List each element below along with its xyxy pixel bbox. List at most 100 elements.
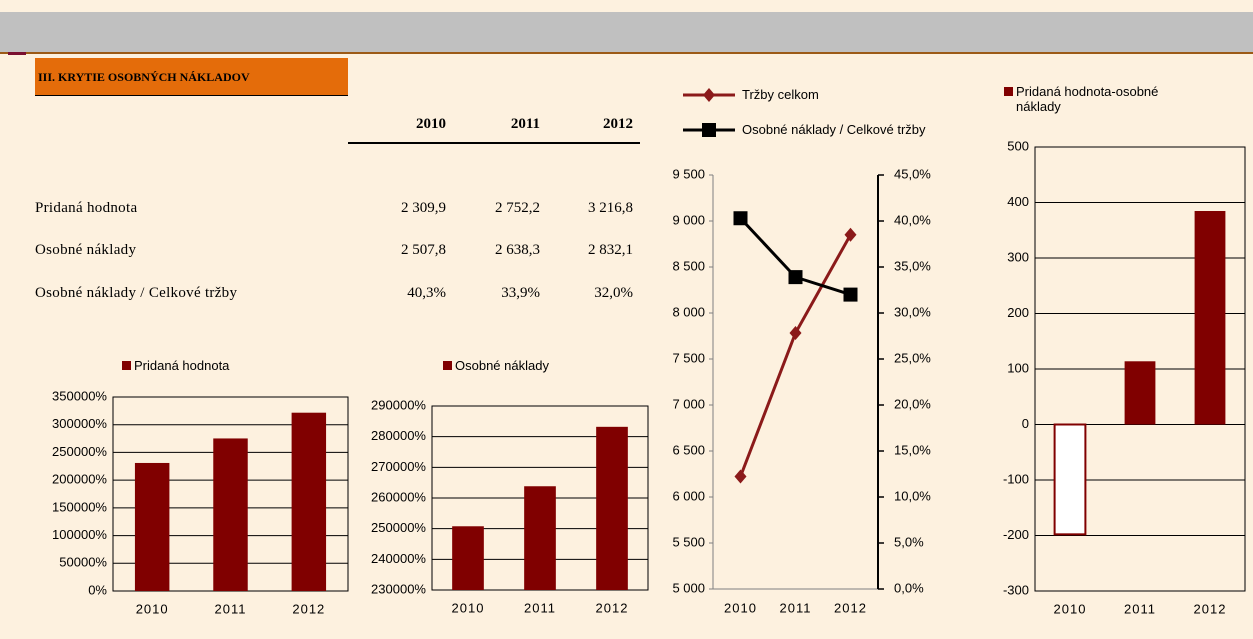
bar <box>1124 361 1156 425</box>
y-tick-label: -300 <box>1003 582 1029 597</box>
y-tick-label: 7 000 <box>672 396 705 411</box>
y-tick-label: 0 <box>1022 416 1029 431</box>
x-tick-label: 2010 <box>136 601 169 616</box>
y-tick-label: 9 000 <box>672 212 705 227</box>
x-tick-label: 2012 <box>1194 601 1227 616</box>
y-tick-label: -200 <box>1003 527 1029 542</box>
y-tick-label: 240000% <box>371 551 426 566</box>
y-tick-label: 270000% <box>371 459 426 474</box>
y-tick-label: 50000% <box>59 555 107 570</box>
legend-label: Pridaná hodnota <box>134 358 230 373</box>
y-tick-label: 280000% <box>371 428 426 443</box>
x-tick-label: 2012 <box>596 600 629 615</box>
row-label: Osobné náklady <box>35 242 137 258</box>
cell: 2 507,8 <box>401 242 446 258</box>
y-tick-label: 9 500 <box>672 166 705 181</box>
y-tick-label: 250000% <box>52 444 107 459</box>
legend-swatch <box>1004 87 1013 96</box>
y-tick-label: 200000% <box>52 472 107 487</box>
toolbar-band <box>0 12 1253 52</box>
y2-tick-label: 15,0% <box>894 442 931 457</box>
x-tick-label: 2011 <box>780 600 812 615</box>
y2-tick-label: 45,0% <box>894 166 931 181</box>
y2-tick-label: 5,0% <box>894 534 924 549</box>
y-tick-label: 290000% <box>371 397 426 412</box>
y-tick-label: 200 <box>1007 305 1029 320</box>
y-tick-label: -100 <box>1003 471 1029 486</box>
cell: 2 832,1 <box>588 242 633 258</box>
cell: 2 752,2 <box>495 200 540 216</box>
cell: 33,9% <box>501 285 540 301</box>
y-tick-label: 100 <box>1007 360 1029 375</box>
bar <box>291 412 327 591</box>
bar <box>1194 210 1226 425</box>
bar <box>452 526 484 590</box>
y2-tick-label: 35,0% <box>894 258 931 273</box>
header-rule <box>35 95 348 96</box>
header-title: III. KRYTIE OSOBNÝCH NÁKLADOV <box>38 70 250 84</box>
x-tick-label: 2012 <box>292 601 325 616</box>
line-marker <box>734 469 747 484</box>
y2-tick-label: 20,0% <box>894 396 931 411</box>
y-tick-label: 300 <box>1007 249 1029 264</box>
line-marker <box>844 227 857 242</box>
cell: 3 216,8 <box>588 200 633 216</box>
bar <box>134 462 170 591</box>
line-marker <box>702 123 716 137</box>
line-marker <box>703 88 715 102</box>
band-rule <box>0 52 1253 54</box>
col-header: 2011 <box>510 116 540 132</box>
y-tick-label: 5 000 <box>672 580 705 595</box>
y-tick-label: 350000% <box>52 388 107 403</box>
y-tick-label: 0% <box>88 582 107 597</box>
x-tick-label: 2010 <box>452 600 485 615</box>
x-tick-label: 2010 <box>1054 601 1087 616</box>
y-tick-label: 7 500 <box>672 350 705 365</box>
bar <box>524 486 556 590</box>
y-tick-label: 8 000 <box>672 304 705 319</box>
y-tick-label: 8 500 <box>672 258 705 273</box>
x-tick-label: 2010 <box>724 600 757 615</box>
cell: 2 309,9 <box>401 200 446 216</box>
x-tick-label: 2011 <box>1124 601 1156 616</box>
y2-tick-label: 0,0% <box>894 580 924 595</box>
bar <box>596 426 628 590</box>
legend-swatch <box>443 361 452 370</box>
col-header: 2010 <box>416 116 446 132</box>
y2-tick-label: 30,0% <box>894 304 931 319</box>
y-tick-label: 400 <box>1007 194 1029 209</box>
cell: 32,0% <box>594 285 633 301</box>
line-marker <box>843 287 858 302</box>
line-marker <box>733 211 748 226</box>
y-tick-label: 230000% <box>371 581 426 596</box>
legend-label: Osobné náklady / Celkové tržby <box>742 122 926 137</box>
table-rule <box>348 142 640 144</box>
y2-tick-label: 25,0% <box>894 350 931 365</box>
cell: 2 638,3 <box>495 242 540 258</box>
legend-swatch <box>122 361 131 370</box>
x-tick-label: 2011 <box>215 601 247 616</box>
header-box <box>35 58 348 95</box>
legend-label: Osobné náklady <box>455 358 549 373</box>
y2-tick-label: 40,0% <box>894 212 931 227</box>
band-mark <box>8 52 26 55</box>
y-tick-label: 500 <box>1007 138 1029 153</box>
y-tick-label: 150000% <box>52 499 107 514</box>
x-tick-label: 2011 <box>524 600 556 615</box>
y-tick-label: 5 500 <box>672 534 705 549</box>
cell: 40,3% <box>407 285 446 301</box>
line-marker <box>789 325 802 340</box>
y-tick-label: 6 000 <box>672 488 705 503</box>
col-header: 2012 <box>603 116 633 132</box>
y2-tick-label: 10,0% <box>894 488 931 503</box>
line-marker <box>788 270 803 285</box>
legend-label: Pridaná hodnota-osobné náklady <box>1016 84 1159 114</box>
x-tick-label: 2012 <box>834 600 867 615</box>
row-label: Pridaná hodnota <box>35 200 138 216</box>
y-tick-label: 100000% <box>52 527 107 542</box>
bar <box>1053 423 1087 536</box>
y-tick-label: 6 500 <box>672 442 705 457</box>
y-tick-label: 250000% <box>371 520 426 535</box>
